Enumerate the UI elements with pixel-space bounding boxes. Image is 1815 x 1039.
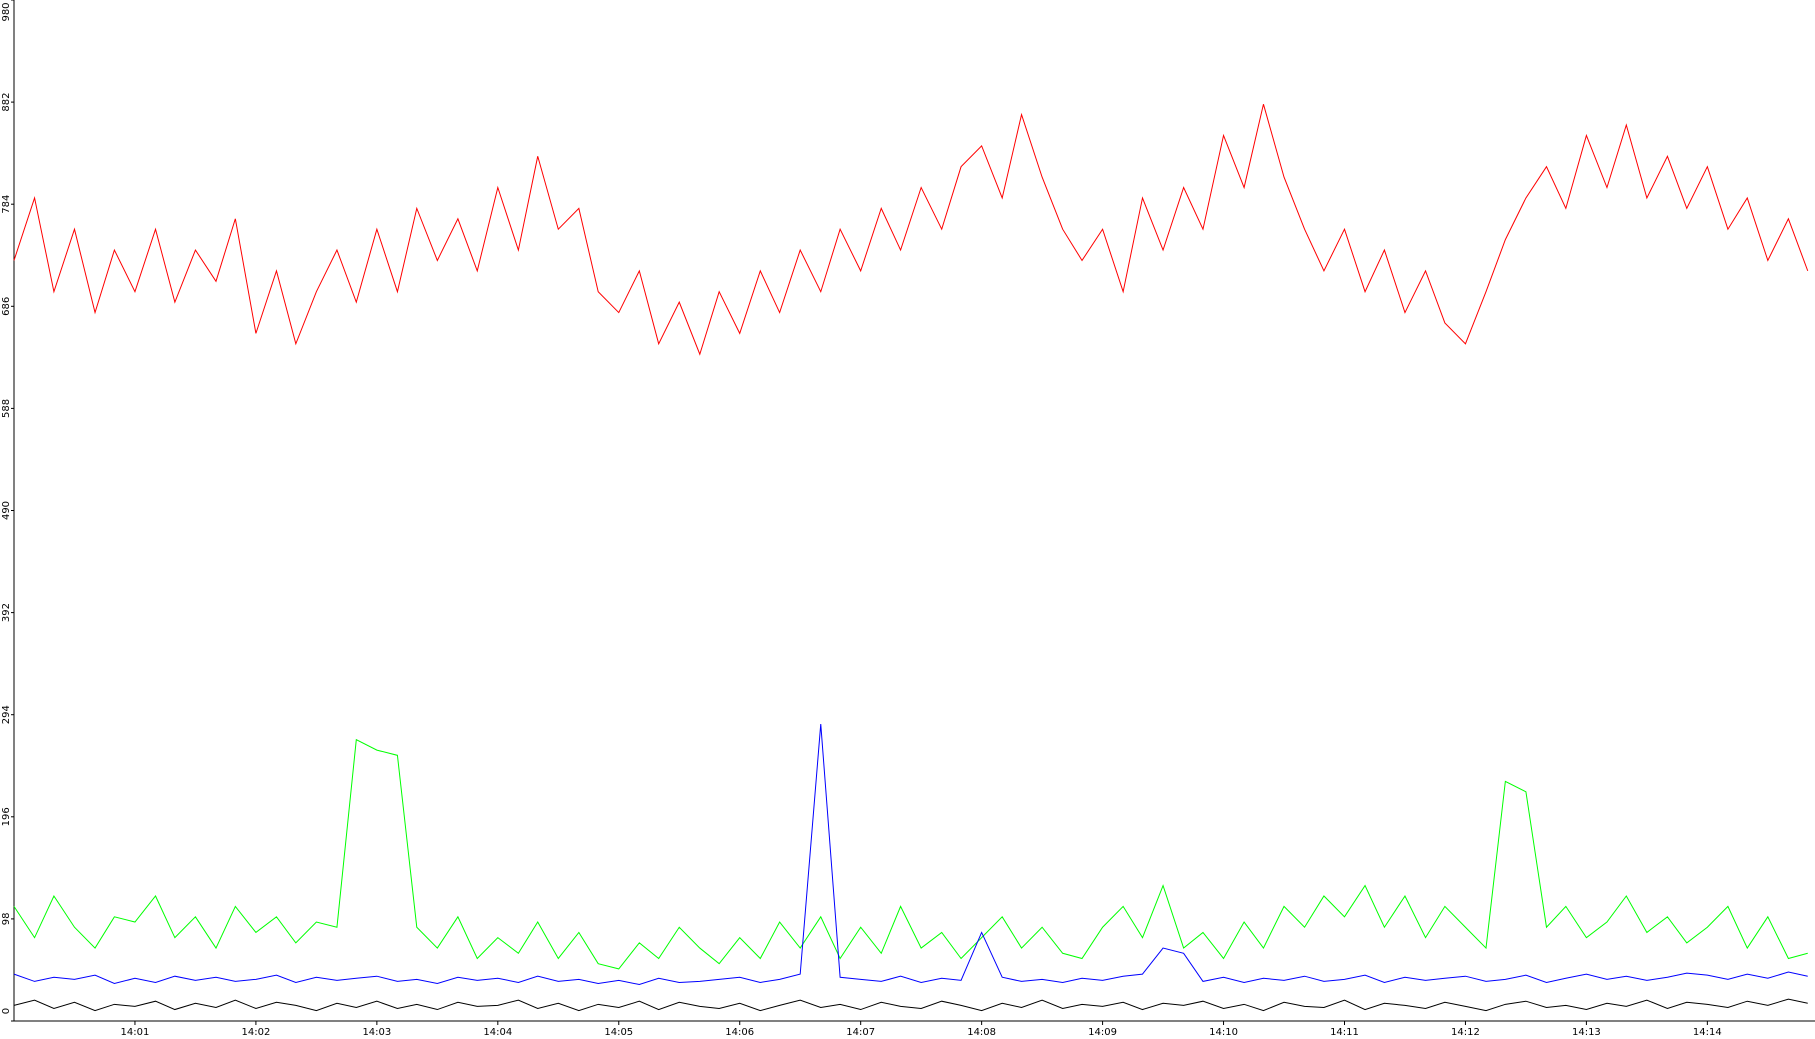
x-tick-label: 14:07: [846, 1027, 875, 1038]
y-tick-label: 294: [1, 705, 12, 724]
y-tick-label: 980: [1, 2, 12, 21]
x-tick-label: 14:11: [1330, 1027, 1359, 1038]
x-tick-label: 14:08: [967, 1027, 996, 1038]
x-tick-label: 14:14: [1693, 1027, 1722, 1038]
x-tick-label: 14:04: [483, 1027, 512, 1038]
x-tick-label: 14:13: [1572, 1027, 1601, 1038]
series-line: [13, 738, 1808, 970]
x-tick-label: 14:03: [362, 1027, 391, 1038]
x-tick-label: 14:01: [121, 1027, 150, 1038]
y-tick-label: 490: [1, 501, 12, 520]
x-tick-label: 14:02: [241, 1027, 270, 1038]
x-tick-label: 14:09: [1088, 1027, 1117, 1038]
y-tick-label: 588: [1, 399, 12, 418]
y-tick-label: 686: [1, 297, 12, 316]
y-tick-label: 392: [1, 603, 12, 622]
y-tick-label: 98: [1, 913, 12, 926]
series-line: [13, 104, 1809, 356]
series-line: [13, 998, 1808, 1012]
y-tick-label: 882: [1, 93, 12, 112]
y-tick-label: 784: [1, 195, 12, 214]
x-tick-label: 14:10: [1209, 1027, 1238, 1038]
series-line: [13, 724, 1808, 986]
y-tick-label: 0: [1, 1008, 12, 1014]
y-tick-label: 196: [1, 807, 12, 826]
x-tick-label: 14:12: [1451, 1027, 1480, 1038]
x-tick-label: 14:06: [725, 1027, 754, 1038]
x-tick-label: 14:05: [604, 1027, 633, 1038]
